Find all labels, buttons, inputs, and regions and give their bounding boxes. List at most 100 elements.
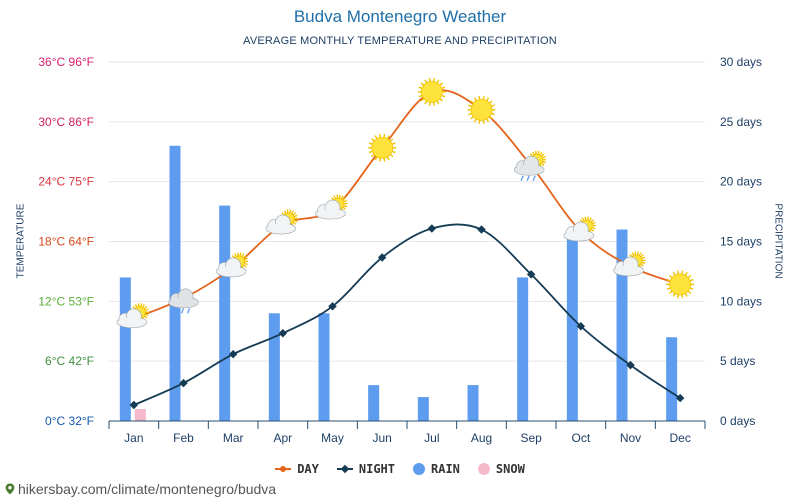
sun-ray: [286, 209, 289, 214]
sun-ray: [389, 138, 394, 142]
sun-ray: [441, 94, 446, 98]
sun-ray: [281, 212, 286, 216]
partly-cloudy-icon: [613, 251, 646, 277]
map-pin-icon: [5, 483, 15, 495]
night-point: [278, 329, 288, 338]
sun-ray: [338, 194, 341, 199]
source-footer[interactable]: hikersbay.com/climate/montenegro/budva: [4, 481, 276, 497]
night-point: [675, 393, 685, 403]
night-point: [526, 270, 536, 279]
sun-ray: [289, 209, 292, 214]
sun-ray: [132, 305, 137, 310]
sun-ray: [428, 78, 431, 82]
sun-ray: [668, 274, 673, 279]
legend-item-snow[interactable]: SNOW: [477, 462, 525, 476]
chart-legend: DAY NIGHT RAIN SNOW: [0, 462, 800, 476]
sun-ray: [631, 252, 635, 257]
night-point: [228, 349, 238, 359]
cloud-fill: [515, 165, 544, 175]
sun-ray: [470, 116, 474, 120]
sun-ray: [293, 214, 298, 218]
partly-cloudy-icon: [315, 194, 348, 220]
sun-ray: [140, 303, 143, 307]
x-tick-label: Nov: [620, 431, 641, 445]
sun-ray: [677, 270, 680, 275]
x-tick-label: May: [321, 431, 344, 445]
sun-ray: [424, 79, 428, 84]
sun-ray: [432, 78, 435, 82]
sun-ray: [283, 210, 287, 215]
rain-bar: [119, 277, 131, 421]
legend-rain-label: RAIN: [431, 462, 460, 476]
sun-ray: [641, 256, 646, 260]
source-link[interactable]: hikersbay.com/climate/montenegro/budva: [18, 481, 277, 497]
legend-item-day[interactable]: DAY: [275, 462, 319, 476]
sun-ray: [374, 156, 378, 161]
y-axis-label-right: PRECIPITATION: [772, 203, 784, 279]
sun-ray: [687, 290, 692, 294]
rain-drop: [186, 308, 191, 314]
sun-ray: [244, 262, 248, 266]
sun-ray: [244, 257, 248, 261]
sun-ray: [418, 86, 423, 89]
sun-ray: [534, 150, 537, 155]
x-tick-label: Jun: [372, 431, 391, 445]
rain-bar: [566, 229, 578, 421]
sun-ray: [343, 204, 348, 208]
sun-ray: [482, 95, 485, 100]
cloud-fill: [316, 208, 345, 219]
sun-ray: [486, 97, 490, 102]
sun-ray: [374, 135, 378, 140]
night-point: [626, 360, 635, 370]
cloud-fill: [117, 317, 146, 327]
sun-ray: [379, 133, 382, 138]
sun-icon: [417, 78, 446, 106]
sun-ray: [241, 253, 245, 258]
x-tick-label: Oct: [571, 431, 590, 445]
sun-ray: [636, 251, 639, 256]
legend-item-night[interactable]: NIGHT: [336, 462, 395, 476]
sun-ray: [634, 251, 637, 256]
x-tick-label: Mar: [223, 431, 244, 445]
snow-bar: [134, 409, 146, 421]
rain-bar: [666, 337, 678, 421]
sun-ray: [590, 228, 595, 232]
sun-ray: [468, 112, 472, 116]
sun-ray: [436, 79, 440, 84]
rain-drop: [520, 175, 524, 181]
sun-ray: [672, 271, 676, 276]
sun-ray: [689, 287, 694, 290]
sun-ray: [292, 221, 297, 225]
sun-ray: [468, 104, 472, 107]
x-tick-label: Aug: [471, 431, 492, 445]
chart-subtitle: AVERAGE MONTHLY TEMPERATURE AND PRECIPIT…: [243, 35, 557, 47]
night-point: [427, 224, 437, 233]
sun-ray: [478, 95, 481, 100]
sun-disc: [470, 98, 493, 121]
sun-ray: [677, 294, 680, 299]
rain-bar: [467, 385, 479, 421]
sun-ray: [290, 210, 294, 215]
sun-ray: [370, 153, 375, 158]
chart-title: Budva Montenegro Weather: [293, 7, 507, 26]
sun-ray: [489, 116, 493, 120]
sun-ray: [640, 254, 644, 258]
rain-bar: [368, 385, 380, 421]
sun-ray: [231, 255, 236, 259]
sun-ray: [143, 315, 148, 319]
x-tick-label: Jul: [424, 431, 439, 445]
y-tick-label-left: 12°C 53°F: [38, 294, 94, 308]
sun-ray: [386, 135, 390, 140]
legend-item-rain[interactable]: RAIN: [413, 462, 460, 476]
sun-ray: [342, 197, 346, 201]
y-tick-label-left: 36°C 96°F: [38, 55, 94, 69]
y-tick-label-right: 5 days: [720, 354, 755, 368]
night-point: [328, 302, 337, 311]
sun-ray: [529, 153, 534, 157]
rain-bar: [169, 145, 181, 421]
sun-ray: [542, 155, 546, 159]
y-axis-label-left: TEMPERATURE: [15, 203, 27, 279]
sun-ray: [383, 157, 386, 162]
sun-ray: [588, 217, 592, 222]
sun-ray: [540, 153, 545, 157]
